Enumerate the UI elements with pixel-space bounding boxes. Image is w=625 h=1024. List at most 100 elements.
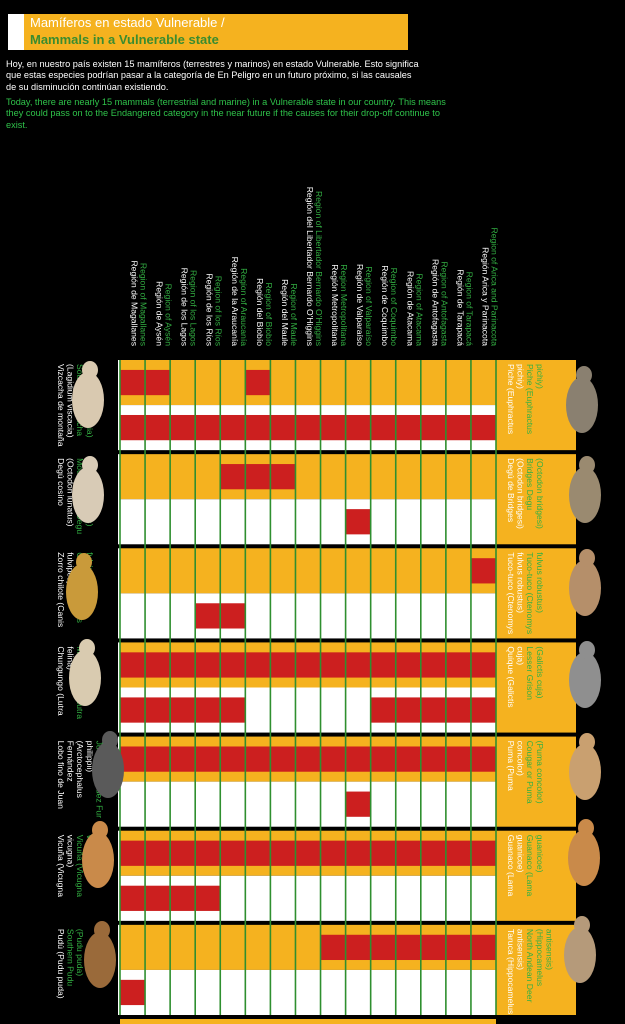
- presence-cell: [120, 979, 146, 1006]
- species-label: (Galictis cuja): [535, 646, 545, 698]
- presence-cell: [345, 746, 371, 772]
- presence-cell: [295, 840, 321, 866]
- region-label-es: Región de los Lagos: [180, 268, 190, 346]
- row-background: [120, 360, 496, 406]
- presence-cell: [170, 697, 196, 723]
- presence-cell: [320, 934, 346, 961]
- presence-cell: [145, 369, 171, 396]
- presence-cell: [170, 840, 196, 866]
- species-label: Southern Pudu: [66, 929, 76, 987]
- presence-cell: [420, 652, 446, 678]
- animal-head: [579, 733, 595, 751]
- species-label: Quique (Galictis: [506, 646, 516, 707]
- species-label: philippii): [85, 741, 95, 773]
- region-label-en: Region of Biobío: [264, 282, 274, 346]
- species-label: (Octodon bridgesi): [516, 458, 526, 529]
- species-label: antisensis): [516, 929, 526, 970]
- presence-cell: [320, 652, 346, 678]
- animal-head: [579, 549, 595, 567]
- presence-cell: [195, 885, 221, 911]
- group-edge: [118, 454, 120, 545]
- species-label: Tuco-tuco (Ctenomys: [525, 552, 535, 634]
- group-edge: [118, 924, 120, 1015]
- region-label-en: Region of Tarapacá: [464, 272, 474, 347]
- row-background: [120, 548, 496, 594]
- presence-cell: [470, 840, 496, 866]
- species-label: fulvipes): [66, 552, 76, 584]
- presence-cell: [220, 603, 246, 629]
- region-label-es: Región del Maule: [280, 279, 290, 346]
- side-panel: [496, 736, 576, 827]
- presence-cell: [345, 414, 371, 441]
- presence-cell: [170, 885, 196, 911]
- region-label-en: Region of Atacama: [414, 273, 424, 346]
- presence-cell: [470, 414, 496, 441]
- presence-cell: [145, 746, 171, 772]
- animal-illustration: [72, 467, 104, 523]
- animal-head: [576, 366, 592, 384]
- species-label: Lobo fino de Juan: [56, 741, 66, 810]
- species-label: pichiy): [516, 364, 526, 389]
- presence-cell: [395, 934, 421, 961]
- species-label: Tuco-tuco (Ctenomys: [506, 552, 516, 634]
- presence-cell: [370, 840, 396, 866]
- region-label-en: Region of Libertador Bernardo O'Higgins: [314, 191, 324, 346]
- presence-cell: [270, 746, 296, 772]
- presence-cell: [295, 746, 321, 772]
- region-label-en: Region of los Ríos: [214, 276, 224, 346]
- region-label-es: Región Arica y Parinacota: [480, 247, 490, 346]
- presence-cell: [195, 414, 221, 441]
- presence-cell: [395, 840, 421, 866]
- presence-cell: [420, 840, 446, 866]
- species-label: (Octodon lunatus): [66, 458, 76, 526]
- region-label-en: Region Metropolitana: [339, 264, 349, 346]
- presence-cell: [195, 603, 221, 629]
- animal-head: [579, 641, 595, 659]
- animal-illustration: [569, 652, 601, 708]
- region-label-es: Región de la Araucanía: [230, 257, 240, 347]
- species-label: Degú cosino: [56, 458, 66, 506]
- species-label: Vizcacha de montaña: [56, 364, 66, 447]
- presence-cell: [370, 697, 396, 723]
- presence-cell: [145, 697, 171, 723]
- intro-text-en: Today, there are nearly 15 mammals (terr…: [6, 97, 446, 130]
- presence-cell: [445, 697, 471, 723]
- animal-head: [79, 639, 95, 657]
- presence-cell: [220, 746, 246, 772]
- animal-head: [82, 361, 98, 379]
- presence-cell: [195, 697, 221, 723]
- species-label: (Pudu puda): [75, 929, 85, 976]
- presence-cell: [445, 840, 471, 866]
- presence-cell: [395, 746, 421, 772]
- animal-illustration: [569, 467, 601, 523]
- region-label-es: Región de Magallanes: [130, 260, 140, 346]
- row-background: [120, 1019, 496, 1024]
- species-label: fulvus robustus): [516, 552, 526, 613]
- animal-head: [102, 731, 118, 749]
- presence-cell: [320, 746, 346, 772]
- presence-cell: [420, 934, 446, 961]
- species-label: Taruca (Hippocamelus: [506, 929, 516, 1015]
- presence-cell: [445, 414, 471, 441]
- row-background: [120, 781, 496, 827]
- presence-cell: [295, 414, 321, 441]
- row-background: [120, 969, 496, 1015]
- region-label-es: Región Metropolitana: [330, 264, 340, 346]
- presence-cell: [345, 509, 371, 535]
- animal-illustration: [84, 932, 116, 988]
- presence-cell: [445, 652, 471, 678]
- region-label-en: Region of Arica and Parinacota: [489, 228, 499, 347]
- presence-cell: [120, 840, 146, 866]
- species-label: concolor): [516, 741, 526, 776]
- presence-cell: [470, 697, 496, 723]
- presence-cell: [470, 652, 496, 678]
- title-banner: [8, 14, 408, 50]
- presence-cell: [270, 414, 296, 441]
- row-background: [120, 454, 496, 500]
- intro-text-es: Hoy, en nuestro país existen 15 mamífero…: [6, 59, 419, 92]
- animal-illustration: [66, 564, 98, 620]
- animal-illustration: [72, 372, 104, 428]
- presence-cell: [195, 652, 221, 678]
- title-es: Mamíferos en estado Vulnerable /: [30, 15, 225, 30]
- species-label: (Puma concolor): [535, 741, 545, 804]
